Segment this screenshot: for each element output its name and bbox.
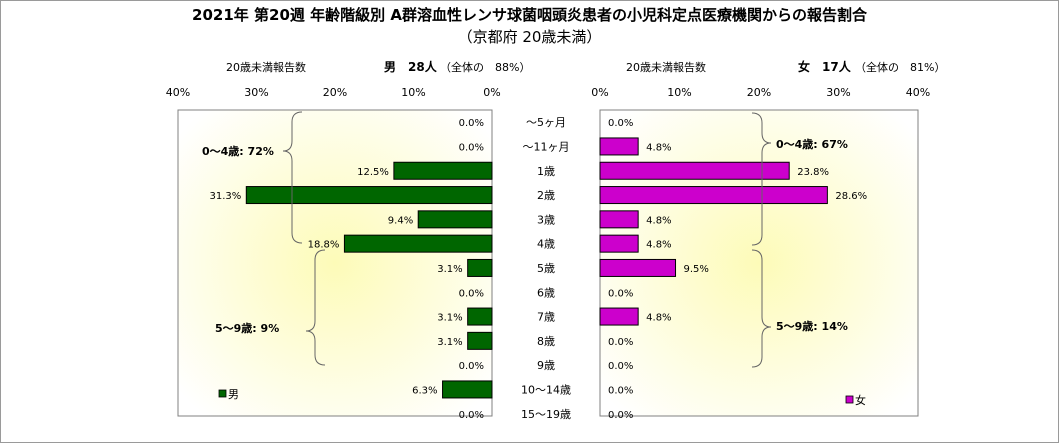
female-data-label: 9.5% [684,264,709,275]
male-x-tick-label: 40% [166,86,190,99]
category-label: ～5ヶ月 [526,116,566,129]
female-count-label: 女 17人 [798,59,852,74]
male-data-label: 0.0% [459,288,484,299]
category-label: 4歳 [537,238,555,251]
female-brace-0-4 [751,112,772,246]
female-data-label: 0.0% [608,118,633,129]
male-data-label: 6.3% [412,385,437,396]
female-bar [599,161,790,180]
female-x-tick-label: 20% [747,86,771,99]
female-data-label: 23.8% [797,167,829,178]
male-x-tick-label: 30% [244,86,268,99]
male-bar [245,186,493,205]
female-data-label: 0.0% [608,288,633,299]
chart-title: 2021年 第20週 年齢階級別 A群溶血性レンサ球菌咽頭炎患者の小児科定点医療… [192,6,867,24]
male-bar [442,380,493,399]
female-data-label: 4.8% [646,215,671,226]
category-label: 3歳 [537,213,555,226]
category-label: 15～19歳 [521,408,571,421]
male-data-label: 18.8% [308,240,340,251]
category-label: 9歳 [537,359,555,372]
female-bar [599,307,639,326]
male-brace-0-4 [282,111,303,244]
female-data-label: 4.8% [646,142,671,153]
female-x-tick-label: 0% [591,86,608,99]
male-bar [393,161,493,180]
female-legend-label: 女 [855,393,866,407]
male-data-label: 31.3% [210,191,242,202]
male-data-label: 0.0% [459,118,484,129]
male-plot-area [177,109,493,417]
male-bar [467,331,493,350]
male-data-label: 0.0% [459,142,484,153]
female-data-label: 4.8% [646,313,671,324]
male-reports-label: 20歳未満報告数 [226,61,306,74]
category-label: 7歳 [537,311,555,324]
male-data-label: 12.5% [357,167,389,178]
female-group-5-9-label: 5～9歳: 14% [776,319,848,333]
male-data-label: 3.1% [437,337,462,348]
female-data-label: 0.0% [608,410,633,421]
male-group-0-4-label: 0～4歳: 72% [202,144,274,158]
male-legend-swatch [218,389,227,398]
male-bar [417,210,493,229]
category-label: ～11ヶ月 [523,140,570,153]
category-label: 5歳 [537,262,555,275]
female-bar [599,234,639,253]
male-data-label: 3.1% [437,313,462,324]
category-label: 8歳 [537,335,555,348]
male-share-label: （全体の 88%） [440,60,530,74]
male-data-label: 3.1% [437,264,462,275]
female-bar [599,258,677,277]
chart-subtitle: （京都府 20歳未満） [457,28,602,46]
category-label: 10～14歳 [521,383,571,396]
female-share-label: （全体の 81%） [855,60,945,74]
category-label: 2歳 [537,189,555,202]
female-data-label: 0.0% [608,385,633,396]
male-bar [467,307,493,326]
female-bar [599,137,639,156]
female-brace-5-9 [751,249,772,368]
male-group-5-9-label: 5～9歳: 9% [215,321,279,335]
male-data-label: 9.4% [388,215,413,226]
male-legend-label: 男 [228,388,239,401]
category-label: 6歳 [537,286,555,299]
female-data-label: 4.8% [646,240,671,251]
male-x-tick-label: 20% [323,86,347,99]
female-group-0-4-label: 0～4歳: 67% [776,137,848,151]
male-brace-5-9 [305,249,326,366]
male-bar [343,234,493,253]
male-data-label: 0.0% [459,361,484,372]
female-data-label: 0.0% [608,337,633,348]
female-data-label: 0.0% [608,361,633,372]
male-bar [467,258,493,277]
male-count-label: 男 28人 [384,59,438,74]
male-data-label: 0.0% [459,410,484,421]
male-x-tick-label: 0% [483,86,500,99]
female-x-tick-label: 30% [826,86,850,99]
female-legend-swatch [845,395,854,404]
female-x-tick-label: 10% [667,86,691,99]
female-x-tick-label: 40% [906,86,930,99]
female-bar [599,186,828,205]
female-data-label: 28.6% [835,191,867,202]
male-x-tick-label: 10% [401,86,425,99]
female-reports-label: 20歳未満報告数 [626,61,706,74]
female-bar [599,210,639,229]
category-label: 1歳 [537,165,555,178]
